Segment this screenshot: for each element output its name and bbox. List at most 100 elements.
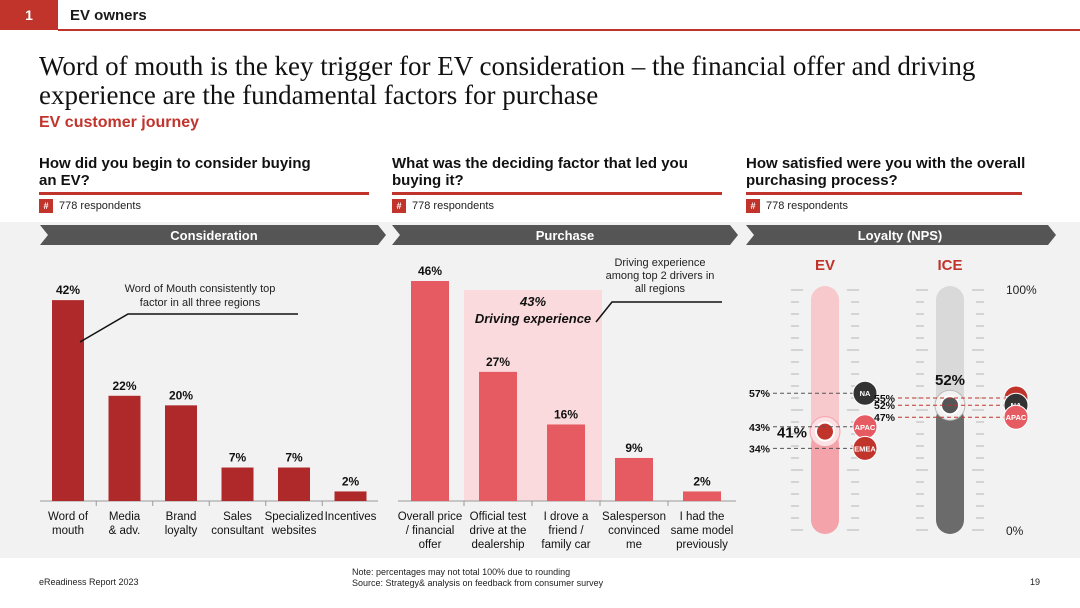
page-title: Word of mouth is the key trigger for EV … [39, 51, 976, 110]
consideration-category-label: loyalty [165, 525, 198, 537]
respondents-label: 778 respondents [59, 200, 141, 212]
consideration-category-label: Brand [166, 511, 197, 523]
gauge-fill-ev [811, 431, 839, 534]
consideration-value-label: 22% [112, 379, 136, 393]
purchase-value-label: 2% [693, 474, 711, 488]
purchase-annotation-leader [595, 301, 722, 323]
slide-number: 1 [0, 0, 58, 30]
purchase-annotation-line2: among top 2 drivers in [606, 270, 715, 282]
consideration-category-label: Specialized [265, 511, 324, 523]
consideration-category-label: Word of [48, 511, 89, 523]
purchase-category-label: dealership [471, 539, 524, 551]
purchase-category-label: I had the [680, 511, 725, 523]
footer-note: Note: percentages may not total 100% due… [352, 567, 571, 577]
region-value-label: 47% [874, 412, 896, 424]
question-rule [746, 192, 1022, 195]
header-rule [58, 29, 1080, 31]
region-badge-emea [852, 435, 878, 461]
consideration-bar-6 [334, 491, 367, 501]
consideration-value-label: 2% [342, 474, 360, 488]
consideration-value-label: 7% [229, 451, 247, 465]
consideration-category-label: Incentives [325, 511, 377, 523]
respondents-label: 778 respondents [412, 200, 494, 212]
purchase-bar-3 [547, 424, 585, 501]
question-rule [39, 192, 369, 195]
footer-page-number: 19 [1030, 577, 1041, 587]
region-badge-label: APAC [855, 423, 876, 432]
question-rule [392, 192, 722, 195]
consideration-bar-4 [221, 467, 254, 501]
region-badge-apac [1003, 404, 1029, 430]
purchase-bar-1 [411, 281, 449, 501]
region-value-label: 57% [749, 388, 771, 400]
gauge-fill-ice [936, 405, 964, 534]
region-badge-na [852, 380, 878, 406]
hash-badge: # [392, 199, 406, 213]
purchase-category-label: me [626, 539, 642, 551]
purchase-bar-4 [615, 457, 653, 501]
consideration-value-label: 20% [169, 388, 193, 402]
consideration-category-label: websites [271, 525, 317, 537]
consideration-annotation-leader [79, 313, 298, 343]
consideration-category-label: Media [109, 511, 141, 523]
region-badge-label: EMEA [854, 444, 876, 453]
consideration-bar-2 [108, 395, 141, 501]
gauge-title-ev: EV [815, 257, 835, 274]
footer-source: Source: Strategy& analysis on feedback f… [352, 578, 604, 588]
consideration-bar-5 [278, 467, 310, 501]
gauge-overall-marker [815, 421, 835, 442]
purchase-annotation-line1: Driving experience [614, 257, 705, 269]
consideration-category-label: consultant [211, 525, 264, 537]
consideration-category-label: & adv. [109, 525, 141, 537]
highlight-label: Driving experience [475, 311, 591, 326]
purchase-annotation-line3: all regions [635, 283, 686, 295]
gauge-title-ice: ICE [937, 257, 962, 274]
purchase-category-label: Salesperson [602, 511, 666, 523]
purchase-value-label: 9% [625, 441, 643, 455]
purchase-bar-5 [683, 491, 721, 501]
purchase-value-label: 16% [554, 407, 578, 421]
consideration-category-label: mouth [52, 525, 84, 537]
consideration-bar-3 [165, 405, 197, 501]
purchase-bar-2 [479, 371, 517, 501]
consideration-annotation-line2: factor in all three regions [140, 297, 261, 309]
hash-badge: # [39, 199, 53, 213]
stage-arrow-consideration [40, 225, 386, 245]
purchase-category-label: family car [541, 539, 590, 551]
region-value-label: 34% [749, 443, 771, 455]
stage-label-consideration: Consideration [170, 228, 257, 243]
respondents-purchase: # 778 respondents [392, 199, 494, 213]
region-badge-label: NA [860, 389, 871, 398]
question-purchase: What was the deciding factor that led yo… [392, 155, 688, 189]
region-badge-label: APAC [1006, 413, 1027, 422]
respondents-loyalty: # 778 respondents [746, 199, 848, 213]
purchase-category-label: I drove a [544, 511, 589, 523]
gauge-axis-min: 0% [1006, 524, 1024, 538]
consideration-value-label: 42% [56, 283, 80, 297]
purchase-category-label: drive at the [470, 525, 527, 537]
respondents-label: 778 respondents [766, 200, 848, 212]
hash-badge: # [746, 199, 760, 213]
question-consideration: How did you begin to consider buying an … [39, 155, 311, 189]
purchase-category-label: previously [676, 539, 728, 551]
stage-arrow-purchase [392, 225, 738, 245]
respondents-consideration: # 778 respondents [39, 199, 141, 213]
purchase-category-label: Official test [470, 511, 527, 523]
region-value-label: 52% [874, 400, 896, 412]
purchase-category-label: friend / [548, 525, 584, 537]
region-value-label: 43% [749, 422, 771, 434]
gauge-axis-max: 100% [1006, 283, 1037, 297]
purchase-category-label: same model [671, 525, 734, 537]
footer-report: eReadiness Report 2023 [39, 577, 139, 587]
gauge-overall-value: 41% [777, 425, 807, 442]
region-value-label: 55% [874, 393, 896, 405]
consideration-category-label: Sales [223, 511, 252, 523]
consideration-value-label: 7% [285, 451, 303, 465]
question-loyalty: How satisfied were you with the overall … [746, 155, 1026, 189]
section-title: EV owners [70, 7, 147, 24]
page-subtitle: EV customer journey [39, 114, 200, 131]
highlight-value: 43% [519, 294, 546, 309]
stage-arrow-loyalty [746, 225, 1056, 245]
purchase-category-label: offer [419, 539, 442, 551]
